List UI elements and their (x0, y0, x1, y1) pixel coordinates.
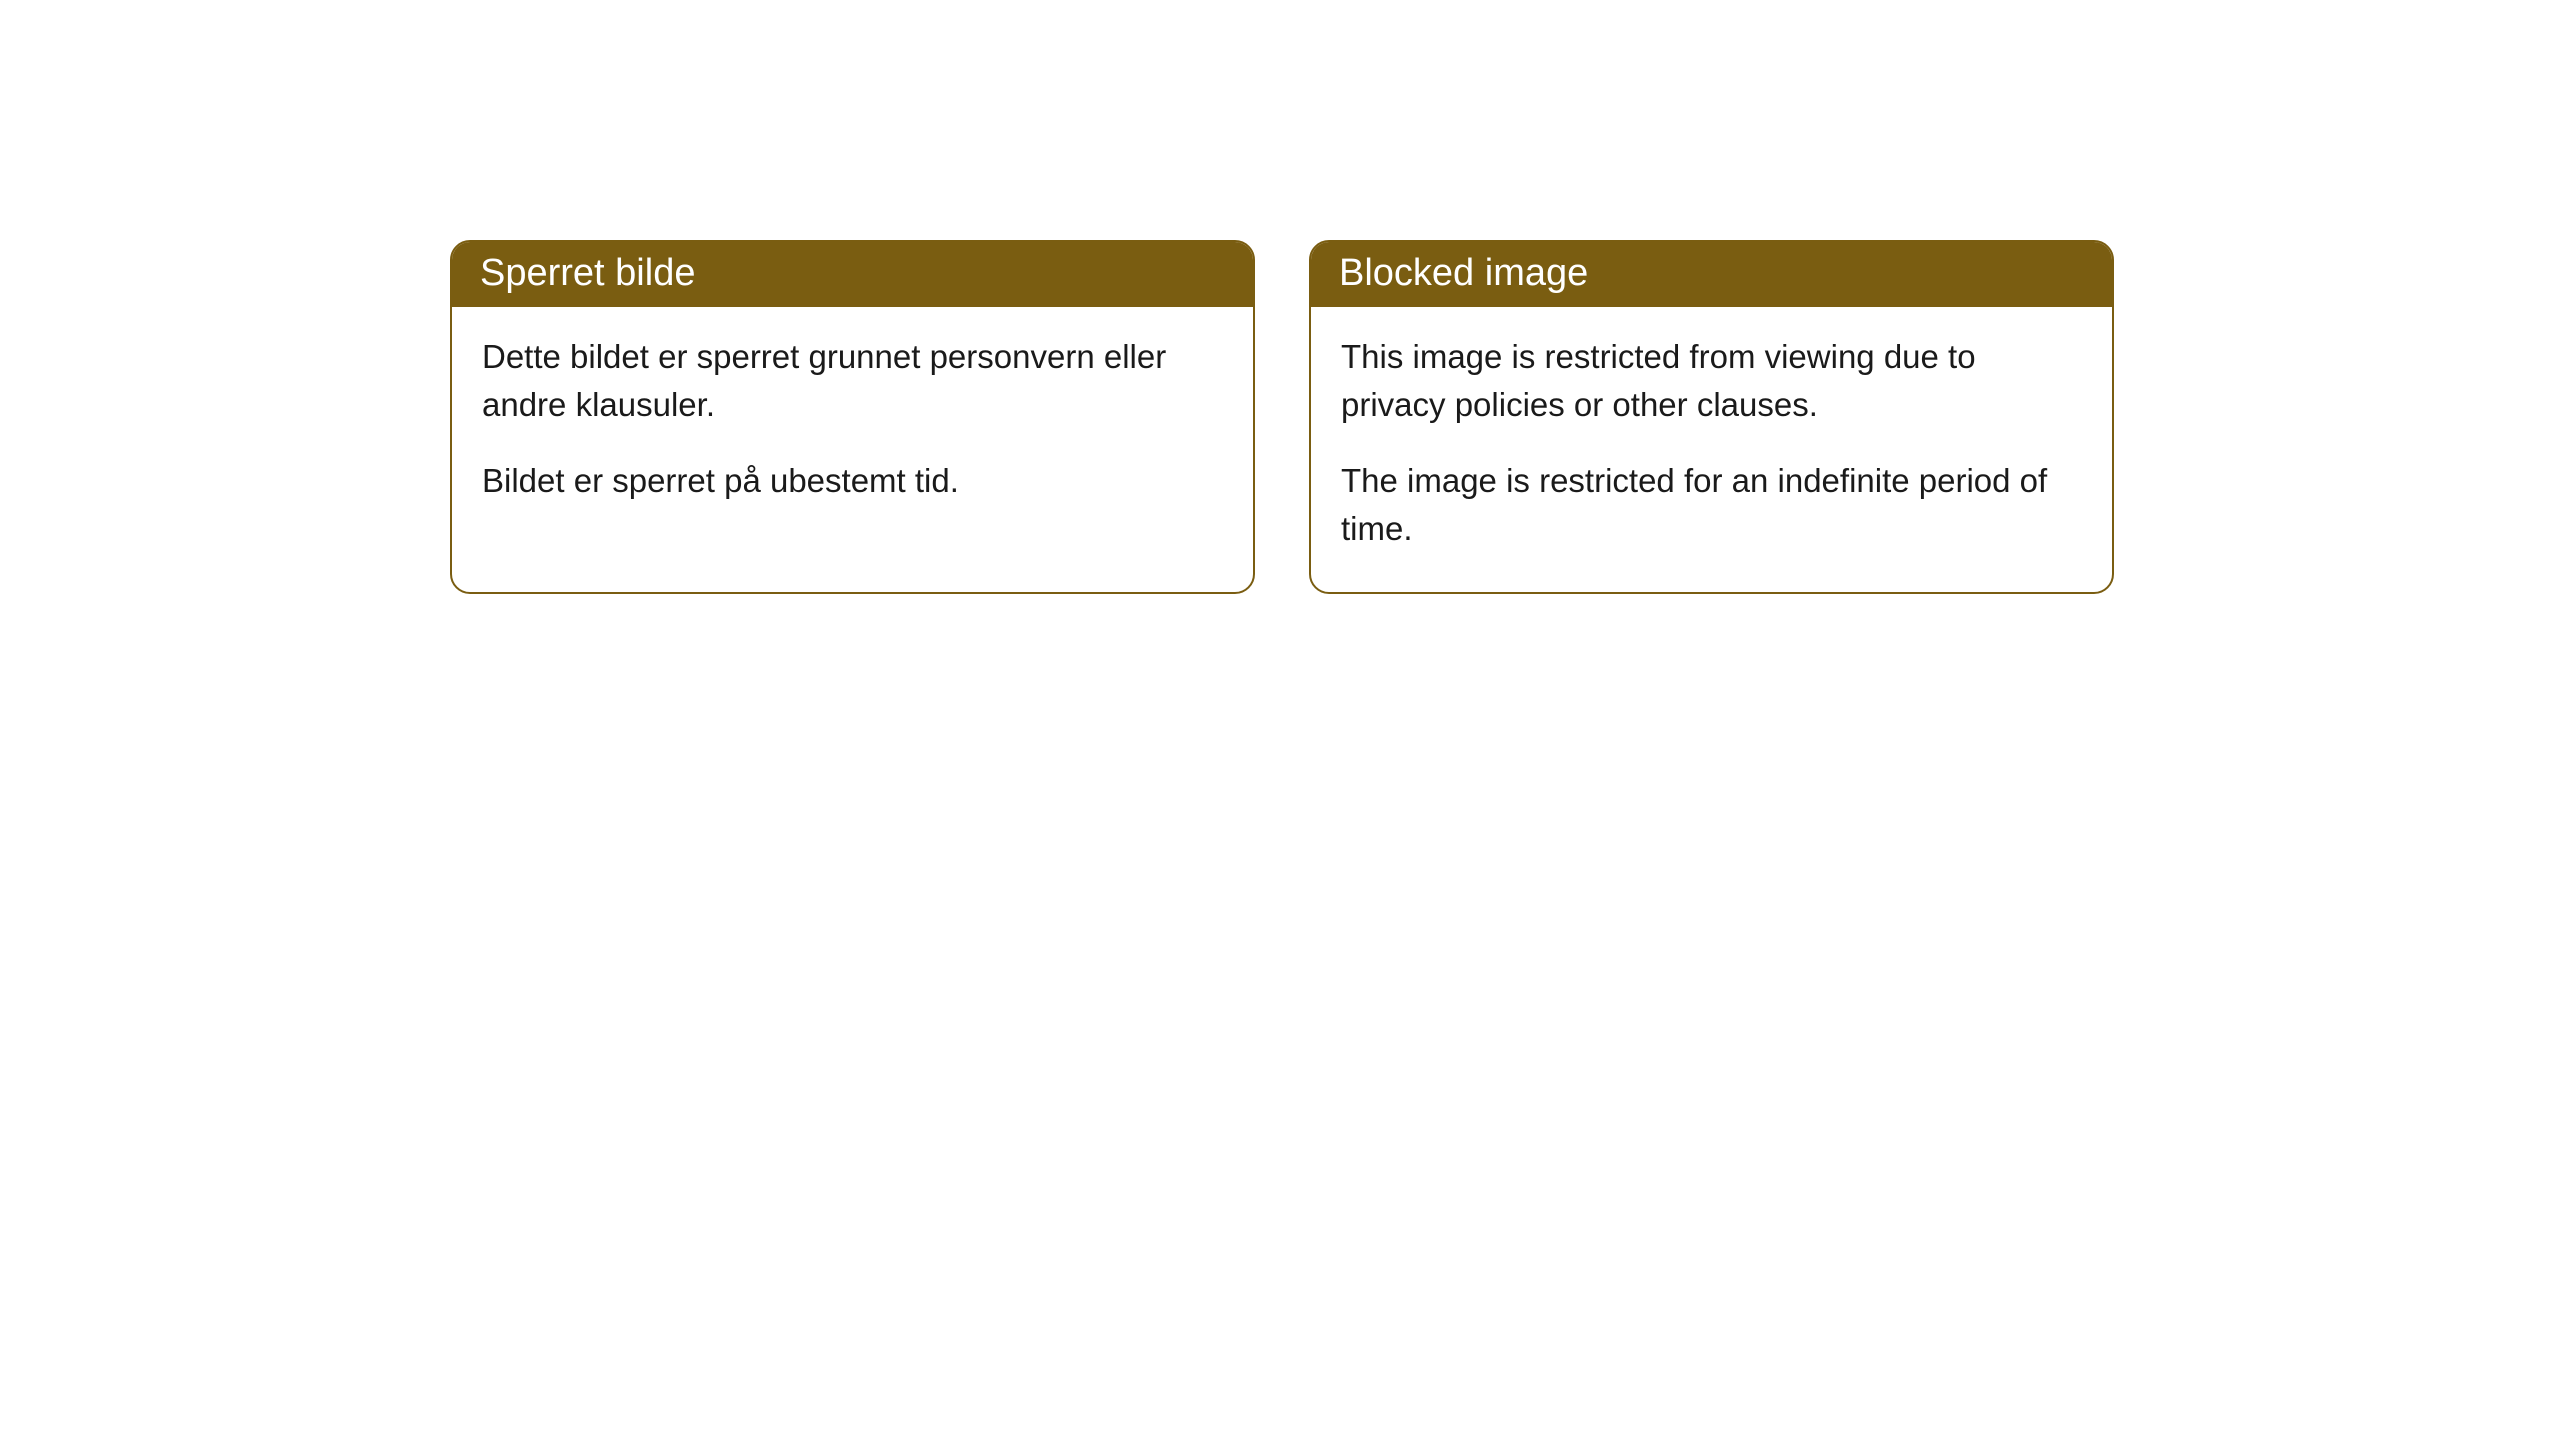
card-header: Blocked image (1311, 242, 2112, 307)
blocked-image-card-english: Blocked image This image is restricted f… (1309, 240, 2114, 594)
blocked-image-card-norwegian: Sperret bilde Dette bildet er sperret gr… (450, 240, 1255, 594)
notice-text-1: This image is restricted from viewing du… (1341, 333, 2082, 429)
notice-text-1: Dette bildet er sperret grunnet personve… (482, 333, 1223, 429)
notice-text-2: Bildet er sperret på ubestemt tid. (482, 457, 1223, 505)
notice-text-2: The image is restricted for an indefinit… (1341, 457, 2082, 553)
notice-container: Sperret bilde Dette bildet er sperret gr… (0, 0, 2560, 594)
card-header: Sperret bilde (452, 242, 1253, 307)
card-body: This image is restricted from viewing du… (1311, 307, 2112, 592)
card-body: Dette bildet er sperret grunnet personve… (452, 307, 1253, 545)
